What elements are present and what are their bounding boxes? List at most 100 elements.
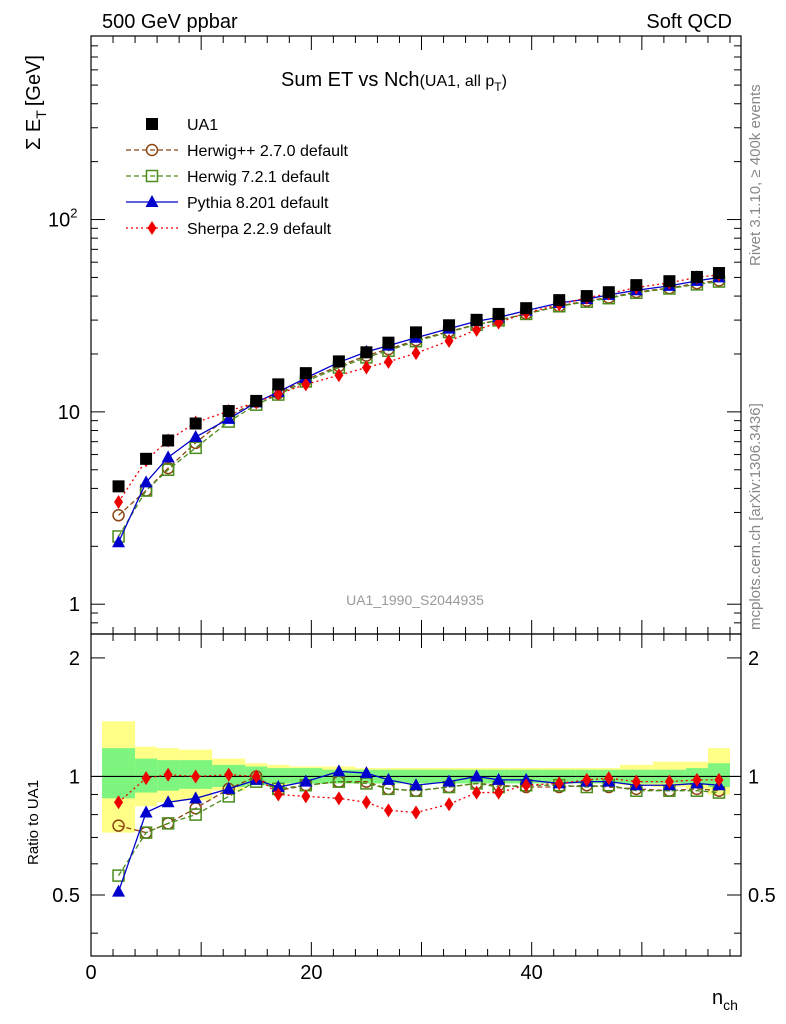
main-y-axis-label: Σ ET[GeV] [23, 55, 49, 150]
ratio-series-layer [112, 764, 726, 897]
data-point [520, 302, 533, 315]
data-point [162, 434, 175, 447]
x-tick-label: 20 [300, 962, 322, 984]
mcplots-label: mcplots.cern.ch [arXiv:1306.3436] [747, 403, 764, 630]
series-herwig-2-7-0-default [112, 274, 726, 522]
ratio-data-point [554, 776, 564, 791]
data-point [472, 322, 482, 337]
data-point [250, 394, 263, 407]
data-point [161, 450, 175, 463]
series-sherpa-2-2-9-default [114, 267, 724, 509]
ratio-y-tick-label-left: 2 [69, 648, 80, 670]
ratio-panel: 0.5 0.51 12 20 20 40 Ratio to UA1 nch [25, 633, 776, 1013]
data-point [630, 279, 643, 292]
data-point [411, 346, 421, 361]
ratio-data-point [381, 772, 395, 785]
legend-label: Pythia 8.201 default [187, 195, 329, 212]
data-point [189, 417, 202, 430]
ratio-data-point [442, 774, 456, 787]
series-ua1 [112, 267, 725, 493]
ratio-data-point [444, 797, 454, 812]
legend-label: Herwig 7.2.1 default [187, 169, 330, 186]
ratio-data-point [361, 795, 371, 810]
legend-item-pythia-8-201-default: Pythia 8.201 default [126, 195, 329, 212]
data-point [189, 441, 202, 455]
legend-label: Herwig++ 2.7.0 default [187, 143, 349, 160]
ratio-data-point [299, 774, 313, 787]
ratio-data-point [334, 791, 344, 806]
ratio-data-point [191, 769, 201, 784]
legend-item-sherpa-2-2-9-default: Sherpa 2.2.9 default [126, 221, 332, 238]
y-tick-label: 102 [48, 206, 77, 232]
main-axis-ticks: 1 10 102 [48, 35, 741, 635]
data-point [112, 509, 125, 522]
data-point [299, 367, 312, 380]
rivet-label: Rivet 3.1.10, ≥ 400k events [747, 84, 764, 266]
ratio-data-point [271, 780, 285, 793]
ratio-data-point [189, 808, 202, 821]
series-line [118, 273, 720, 503]
data-point [360, 346, 373, 359]
ratio-data-point [409, 778, 423, 791]
data-point [301, 377, 311, 392]
ratio-y-tick-label-right: 2 [748, 648, 759, 670]
ratio-data-point [604, 771, 614, 786]
legend-marker [146, 118, 158, 130]
ratio-data-point [714, 772, 724, 787]
ratio-data-point [161, 817, 175, 830]
ratio-y-tick-label-left: 0.5 [52, 885, 80, 907]
data-point [712, 267, 725, 280]
legend-label: UA1 [187, 117, 218, 134]
main-series-layer [112, 267, 726, 548]
legend-item-herwig-7-2-1-default: Herwig 7.2.1 default [126, 169, 330, 186]
ratio-data-point [411, 805, 421, 820]
ratio-data-point [631, 774, 641, 789]
data-point [114, 494, 124, 509]
series-herwig-7-2-1-default [112, 275, 726, 543]
ratio-data-point [224, 767, 234, 782]
ratio-data-point [494, 785, 504, 800]
ratio-y-tick-label-right: 0.5 [748, 885, 776, 907]
series-line [118, 279, 720, 516]
ratio-axis-ticks: 0.5 0.51 12 20 20 40 [52, 634, 776, 984]
ratio-y-axis-label: Ratio to UA1 [25, 780, 42, 865]
data-point [383, 354, 393, 369]
ratio-data-point [114, 795, 124, 810]
data-point [222, 405, 235, 418]
ratio-data-point [359, 766, 373, 779]
data-point [580, 290, 593, 303]
data-point [272, 378, 285, 391]
data-point [602, 286, 615, 299]
header-left: 500 GeV ppbar [102, 11, 238, 33]
data-point [332, 355, 345, 368]
stat-uncertainty-band [267, 768, 290, 784]
ratio-data-point [383, 803, 393, 818]
ratio-data-point [141, 771, 151, 786]
data-point [161, 463, 175, 477]
ratio-data-point [222, 781, 236, 794]
ratio-frame [90, 633, 742, 957]
ratio-data-point [470, 769, 484, 782]
data-point [139, 475, 153, 488]
y-tick-label: 10 [58, 402, 80, 424]
data-point [382, 336, 395, 349]
legend-marker [145, 169, 159, 183]
x-tick-label: 0 [85, 962, 96, 984]
ratio-data-point [139, 805, 153, 818]
ratio-data-point [112, 884, 126, 897]
ratio-data-point [163, 767, 173, 782]
ratio-data-point [332, 764, 346, 777]
data-point [334, 368, 344, 383]
data-point [410, 326, 422, 339]
legend-marker [147, 221, 157, 235]
ratio-data-point [189, 791, 203, 804]
y-tick-label: 1 [69, 594, 80, 616]
data-point [690, 270, 703, 283]
legend: UA1 Herwig++ 2.7.0 default Herwig 7.2.1 de… [126, 117, 349, 238]
ratio-series-sherpa-2-2-9-default [114, 767, 724, 820]
series-line [117, 276, 720, 543]
data-point [470, 313, 483, 326]
ratio-data-point [251, 769, 261, 784]
data-point [189, 430, 203, 443]
